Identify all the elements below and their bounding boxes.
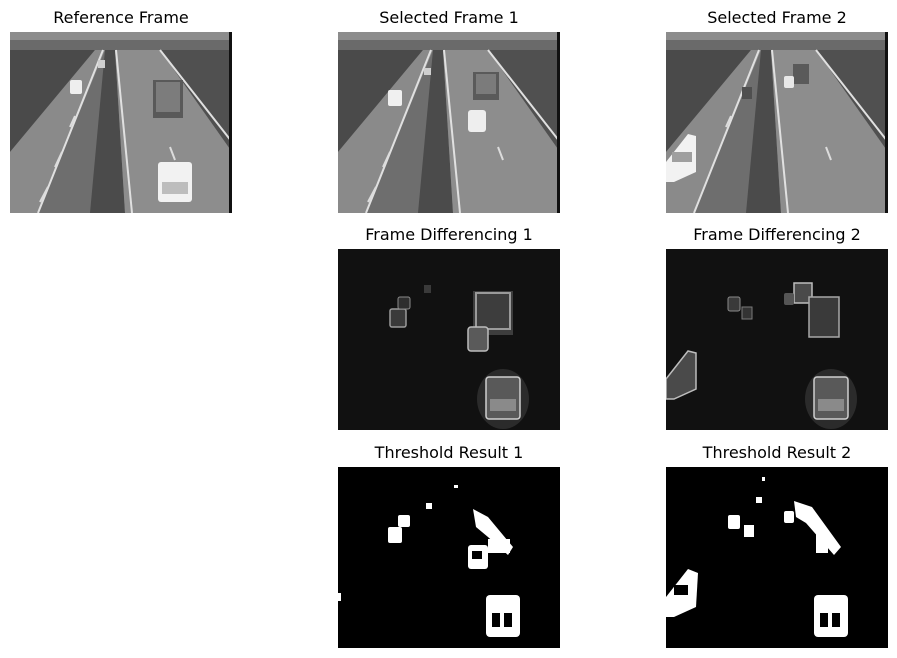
- frame-differencing-2-title: Frame Differencing 2: [693, 225, 861, 244]
- reference-frame-image: [10, 32, 232, 213]
- threshold-result-2-image: [666, 467, 888, 648]
- threshold-result-2-title: Threshold Result 2: [702, 443, 852, 462]
- selected-frame-1-title: Selected Frame 1: [379, 8, 519, 27]
- selected-frame-2-title: Selected Frame 2: [707, 8, 847, 27]
- selected-frame-1-image: [338, 32, 560, 213]
- reference-frame-title: Reference Frame: [53, 8, 189, 27]
- frame-differencing-1-title: Frame Differencing 1: [365, 225, 533, 244]
- frame-differencing-2-image: [666, 249, 888, 430]
- frame-differencing-1-image: [338, 249, 560, 430]
- threshold-result-1-image: [338, 467, 560, 648]
- threshold-result-1-title: Threshold Result 1: [374, 443, 524, 462]
- selected-frame-2-image: [666, 32, 888, 213]
